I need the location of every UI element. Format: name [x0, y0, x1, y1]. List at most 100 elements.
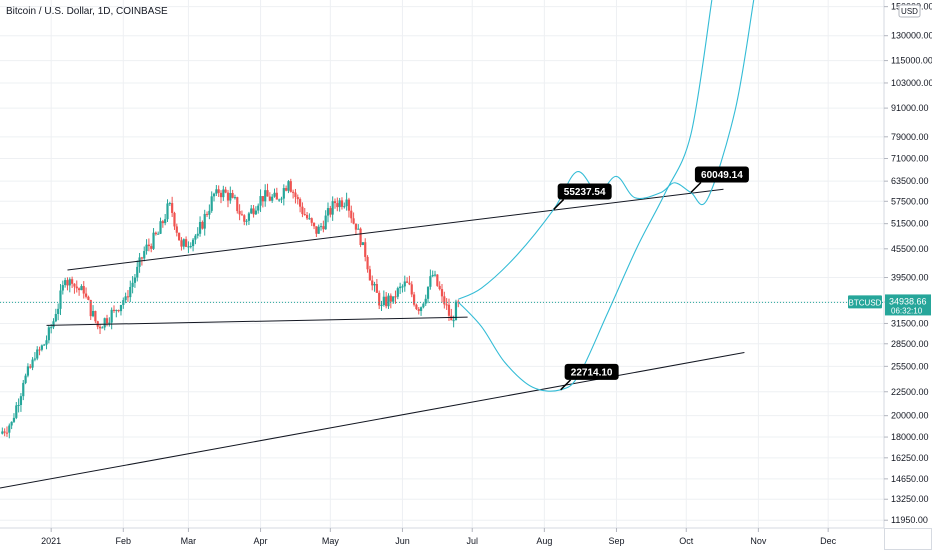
candle-body	[340, 200, 344, 207]
candle-body	[80, 286, 83, 291]
candle-body	[124, 296, 127, 301]
candle-body	[222, 189, 225, 198]
candle-body	[38, 349, 41, 351]
grid	[0, 0, 884, 528]
candle-body	[261, 196, 264, 202]
candle-body	[396, 288, 399, 297]
candle-body	[278, 199, 281, 201]
price-axis: 150000.00130000.00115000.00103000.009100…	[883, 0, 932, 550]
candle-body	[15, 405, 18, 418]
candle-body	[98, 326, 102, 329]
price-tick-label: 79000.00	[891, 132, 929, 142]
candle-body	[287, 181, 290, 191]
candle-body	[436, 274, 439, 286]
candle-body	[143, 251, 146, 259]
candle-body	[245, 220, 248, 222]
candle-body	[189, 246, 192, 248]
price-axis-bg	[884, 0, 932, 550]
candle-body	[252, 208, 255, 215]
candle-body	[392, 296, 395, 302]
candle-body	[57, 308, 60, 315]
price-tick-label: 28500.00	[891, 339, 929, 349]
candle-body	[410, 284, 413, 295]
candle-body	[101, 327, 104, 329]
price-tick-label: 91000.00	[891, 103, 929, 113]
candle-body	[343, 206, 346, 208]
candle-body	[408, 282, 411, 285]
time-axis-bg	[0, 528, 884, 550]
candle-body	[119, 304, 123, 312]
candle-body	[159, 221, 162, 234]
candle-body	[350, 210, 353, 219]
candle-body	[187, 246, 190, 248]
axis-corner	[884, 528, 932, 550]
time-tick-label: Apr	[254, 536, 268, 546]
candle-body	[126, 296, 130, 298]
candle-body	[77, 288, 81, 291]
candle-body	[59, 290, 62, 309]
candle-body	[103, 318, 106, 328]
candle-body	[445, 304, 448, 306]
price-tick-label: 13250.00	[891, 494, 929, 504]
candle-body	[8, 425, 11, 433]
candle-body	[185, 239, 188, 247]
projection-path-1	[458, 0, 755, 300]
candle-body	[366, 256, 369, 270]
candle-body	[324, 215, 327, 230]
candle-body	[259, 196, 262, 206]
trendline-3	[0, 352, 745, 489]
price-tick-label: 45500.00	[891, 244, 929, 254]
candle-body	[205, 213, 209, 215]
candle-body	[87, 296, 90, 300]
candle-body	[75, 286, 78, 289]
candle-body	[454, 301, 458, 321]
candle-body	[136, 266, 139, 278]
candle-body	[22, 382, 25, 397]
candle-body	[178, 232, 181, 241]
candle-body	[433, 274, 437, 276]
candle-body	[422, 303, 425, 308]
candle-body	[412, 294, 416, 305]
candle-body	[296, 197, 299, 200]
candle-body	[243, 215, 246, 222]
price-tick-label: 103000.00	[891, 78, 932, 88]
candle-body	[333, 201, 337, 204]
candle-body	[371, 280, 374, 286]
candle-body	[308, 218, 311, 220]
candle-body	[419, 307, 423, 311]
candle-body	[17, 404, 20, 406]
candle-body	[229, 193, 232, 201]
bar-countdown: 06:32:10	[891, 306, 923, 315]
currency-badge-text: USD	[901, 7, 918, 16]
candle-body	[345, 199, 348, 207]
candle-body	[133, 277, 137, 283]
time-tick-label: Nov	[750, 536, 767, 546]
candle-body	[1, 431, 4, 434]
time-tick-label: Dec	[820, 536, 837, 546]
candle-body	[171, 203, 174, 213]
candle-body	[110, 309, 113, 323]
candle-body	[112, 309, 116, 311]
candle-body	[182, 239, 185, 247]
price-tick-label: 11950.00	[891, 515, 928, 525]
candle-body	[82, 286, 85, 294]
candle-body	[426, 286, 430, 299]
candle-body	[54, 314, 57, 322]
price-tick-label: 18000.00	[891, 432, 929, 442]
candle-body	[208, 210, 211, 215]
last-price-tag-box	[885, 294, 931, 316]
candle-body	[71, 279, 74, 284]
candle-body	[271, 196, 274, 201]
candle-body	[180, 240, 183, 247]
time-axis: 2021 Feb Mar Apr May Jun Jul Aug Sep Oct Nov Dec	[0, 527, 884, 550]
price-callout: 55237.54	[553, 183, 612, 210]
candle-body	[336, 203, 339, 208]
candle-body	[219, 192, 223, 198]
candle-body	[164, 219, 167, 224]
candle-body	[105, 318, 109, 324]
callout-label: 22714.10	[571, 367, 613, 378]
currency-badge[interactable]: USD	[898, 4, 921, 18]
callout-pointer	[553, 198, 565, 210]
